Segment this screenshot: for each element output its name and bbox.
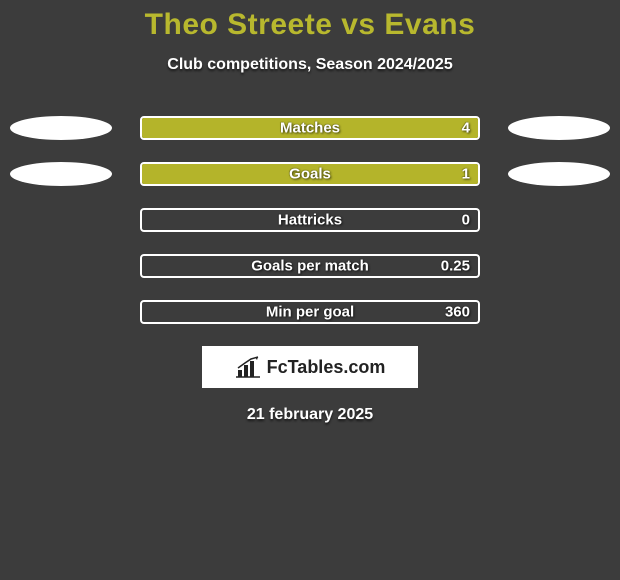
stat-value: 0.25 bbox=[441, 258, 470, 275]
stat-label: Hattricks bbox=[142, 212, 478, 229]
stat-row-matches: Matches 4 bbox=[10, 116, 610, 140]
right-ellipse bbox=[508, 162, 610, 186]
page-subtitle: Club competitions, Season 2024/2025 bbox=[0, 56, 620, 74]
stat-label: Min per goal bbox=[142, 304, 478, 321]
stat-row-min-per-goal: Min per goal 360 bbox=[10, 300, 610, 324]
stat-row-hattricks: Hattricks 0 bbox=[10, 208, 610, 232]
stat-row-goals: Goals 1 bbox=[10, 162, 610, 186]
stats-container: Matches 4 Goals 1 Hattricks 0 bbox=[0, 116, 620, 324]
stat-bar: Goals per match 0.25 bbox=[140, 254, 480, 278]
page-root: Theo Streete vs Evans Club competitions,… bbox=[0, 0, 620, 580]
footer-date: 21 february 2025 bbox=[0, 406, 620, 424]
stat-bar: Matches 4 bbox=[140, 116, 480, 140]
left-ellipse bbox=[10, 116, 112, 140]
stat-row-goals-per-match: Goals per match 0.25 bbox=[10, 254, 610, 278]
stat-value: 0 bbox=[462, 212, 470, 229]
stat-bar-fill bbox=[142, 118, 478, 138]
stat-bar: Goals 1 bbox=[140, 162, 480, 186]
page-title: Theo Streete vs Evans bbox=[0, 0, 620, 42]
stat-label: Goals per match bbox=[142, 258, 478, 275]
stat-bar-fill bbox=[142, 164, 478, 184]
left-ellipse bbox=[10, 162, 112, 186]
bar-chart-icon bbox=[235, 356, 261, 378]
brand-badge: FcTables.com bbox=[202, 346, 418, 388]
stat-value: 360 bbox=[445, 304, 470, 321]
right-ellipse bbox=[508, 116, 610, 140]
brand-text: FcTables.com bbox=[267, 357, 386, 378]
stat-bar: Hattricks 0 bbox=[140, 208, 480, 232]
stat-bar: Min per goal 360 bbox=[140, 300, 480, 324]
